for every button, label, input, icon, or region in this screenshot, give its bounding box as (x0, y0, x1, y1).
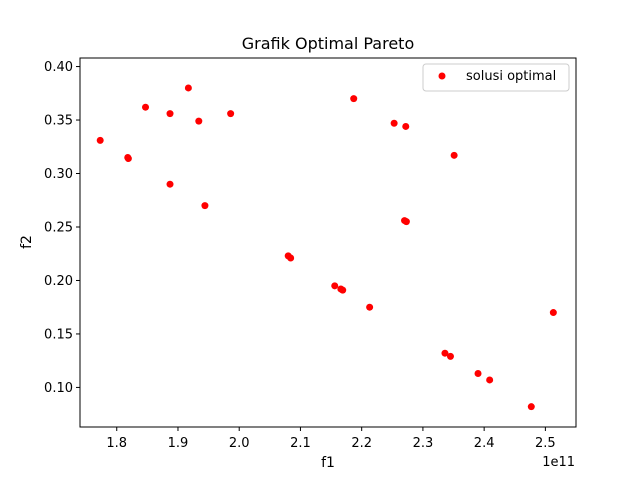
data-point (96, 136, 104, 144)
data-point (142, 103, 150, 111)
data-point (486, 376, 494, 384)
y-tick-label: 0.40 (44, 60, 73, 75)
x-axis-offset-text: 1e11 (542, 455, 575, 470)
y-tick-label: 0.30 (44, 167, 73, 182)
y-tick-label: 0.25 (44, 220, 73, 235)
data-point (166, 110, 174, 118)
data-point (402, 218, 410, 226)
y-axis-label: f2 (19, 235, 35, 249)
data-point (527, 403, 535, 411)
x-tick-label: 1.9 (168, 436, 189, 451)
legend: solusi optimal (422, 63, 570, 92)
data-point (402, 122, 410, 130)
y-tick-label: 0.10 (44, 381, 73, 396)
legend-label: solusi optimal (466, 69, 556, 84)
data-point (166, 180, 174, 188)
data-point (124, 155, 132, 163)
data-point (549, 309, 557, 317)
x-tick-label: 2.4 (474, 436, 495, 451)
x-tick-label: 2.0 (229, 436, 250, 451)
x-tick-label: 2.2 (351, 436, 372, 451)
plot-area-frame (79, 57, 577, 428)
x-tick-label: 2.1 (290, 436, 311, 451)
data-point (350, 95, 358, 103)
y-tick-label: 0.35 (44, 114, 73, 129)
data-point (195, 117, 203, 125)
data-point (446, 352, 454, 360)
legend-box (422, 63, 570, 92)
data-point (331, 282, 339, 290)
legend-marker (438, 72, 446, 80)
data-point (287, 254, 295, 262)
data-point (366, 303, 374, 311)
x-tick-label: 2.3 (413, 436, 434, 451)
x-axis-label: f1 (321, 455, 335, 471)
x-tick-label: 2.5 (535, 436, 556, 451)
x-axis: 1.8 1.9 2.0 2.1 2.2 2.3 2.4 2.5 (106, 427, 556, 451)
y-tick-label: 0.15 (44, 327, 73, 342)
y-tick-label: 0.20 (44, 274, 73, 289)
data-point (441, 349, 449, 357)
x-tick-label: 1.8 (106, 436, 127, 451)
data-point (227, 110, 235, 118)
data-point (450, 151, 458, 159)
data-point (201, 202, 209, 210)
data-point (184, 84, 192, 92)
data-point (474, 370, 482, 378)
data-point (339, 286, 347, 294)
data-point (390, 119, 398, 127)
y-axis: 0.10 0.15 0.20 0.25 0.30 0.35 0.40 (44, 60, 80, 396)
chart-title: Grafik Optimal Pareto (242, 34, 414, 53)
data-points (96, 84, 557, 411)
